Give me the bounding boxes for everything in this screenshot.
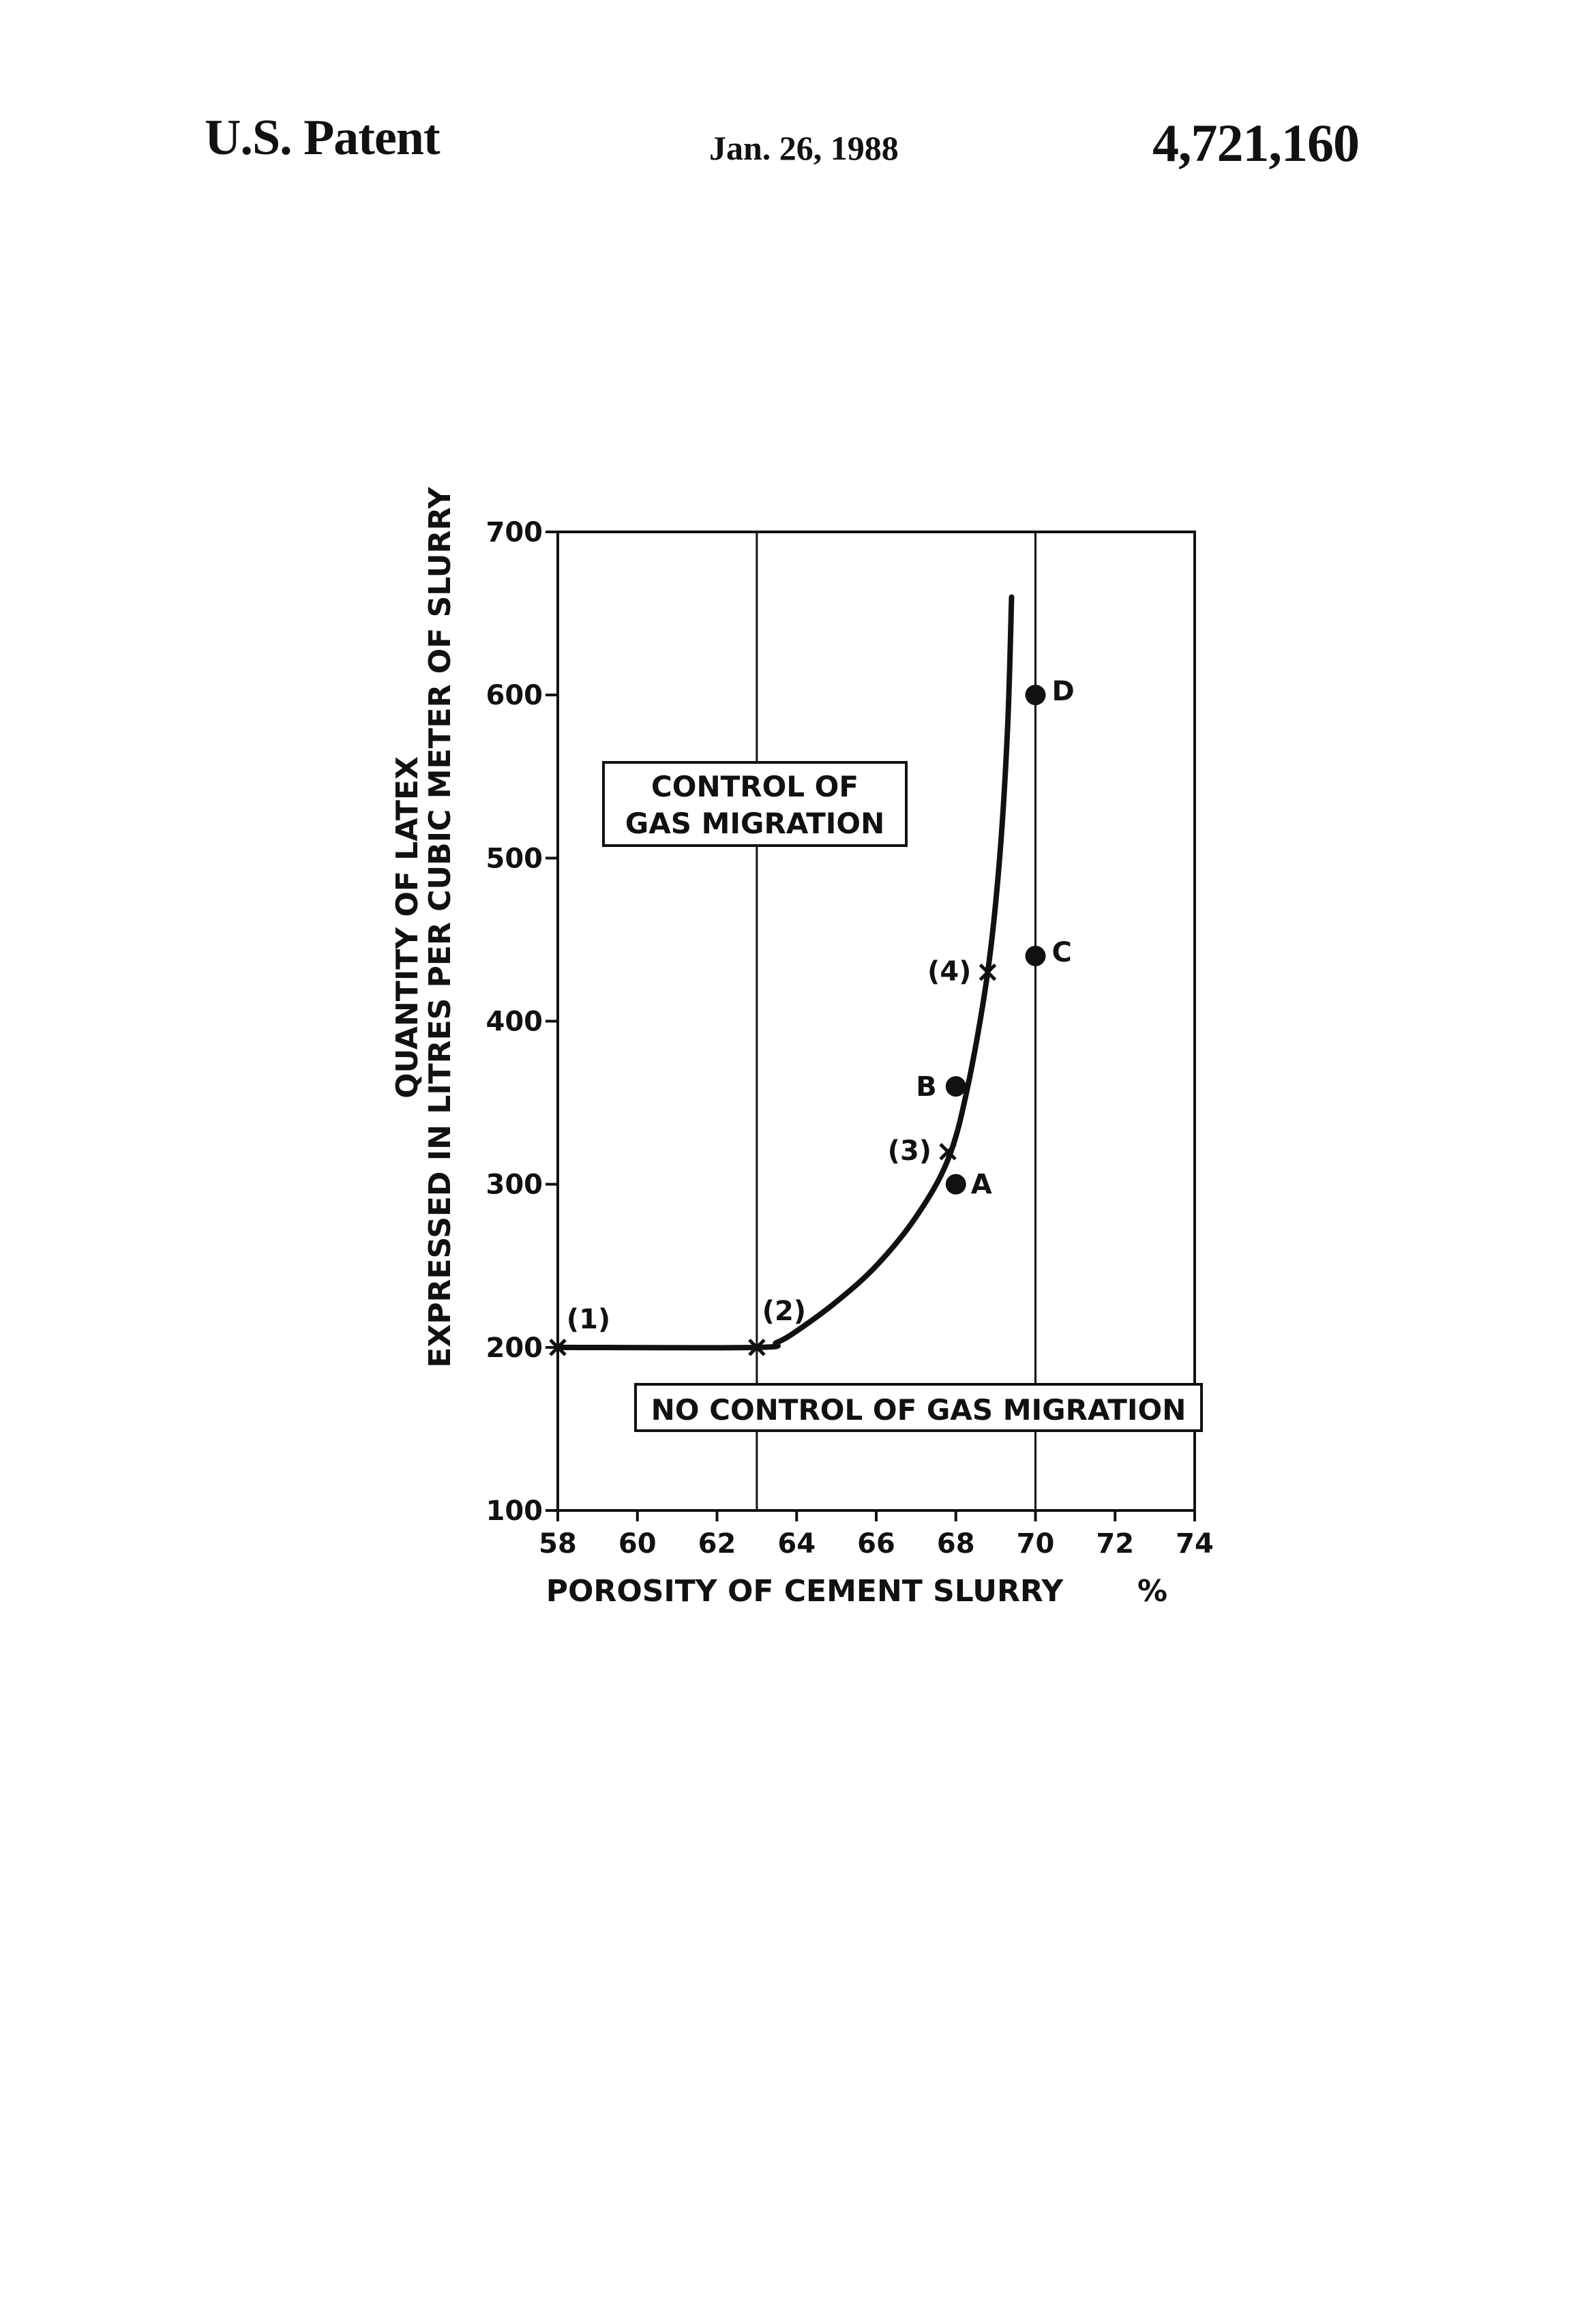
x-marker-label-3: (3) (888, 1135, 931, 1167)
y-tick-label-600: 600 (486, 680, 543, 711)
y-tick-label-100: 100 (486, 1495, 543, 1527)
dot-point-a (946, 1174, 966, 1195)
y-tick-label-500: 500 (486, 843, 543, 874)
x-tick-label-66: 66 (857, 1528, 895, 1560)
x-axis-title: POROSITY OF CEMENT SLURRY (546, 1574, 1064, 1609)
x-marker-label-2: (2) (762, 1296, 806, 1327)
dot-point-label-d: D (1052, 676, 1075, 707)
x-marker-label-1: (1) (567, 1304, 610, 1335)
control-region-label-line2: GAS MIGRATION (625, 807, 884, 840)
control-region-label-line1: CONTROL OF (651, 770, 859, 803)
y-axis-title-line2: EXPRESSED IN LITRES PER CUBIC METER OF S… (423, 486, 458, 1368)
dot-point-b (946, 1076, 966, 1097)
x-tick-label-74: 74 (1176, 1528, 1214, 1560)
x-tick-label-58: 58 (539, 1528, 577, 1560)
dot-point-label-c: C (1052, 937, 1072, 968)
x-marker-label-4: (4) (927, 956, 971, 987)
no-control-region-label: NO CONTROL OF GAS MIGRATION (651, 1393, 1186, 1427)
y-tick-label-300: 300 (486, 1170, 543, 1201)
y-tick-label-200: 200 (486, 1332, 543, 1364)
dot-point-label-a: A (971, 1170, 992, 1201)
x-axis-unit: % (1137, 1574, 1167, 1609)
dot-point-d (1026, 685, 1046, 705)
dot-point-c (1026, 946, 1046, 966)
y-tick-label-400: 400 (486, 1007, 543, 1038)
x-tick-label-70: 70 (1017, 1528, 1055, 1560)
x-tick-label-68: 68 (937, 1528, 975, 1560)
x-tick-label-72: 72 (1096, 1528, 1134, 1560)
y-axis-title-line1: QUANTITY OF LATEX (390, 756, 425, 1099)
plot-frame (558, 532, 1195, 1510)
x-tick-label-62: 62 (698, 1528, 736, 1560)
x-tick-label-60: 60 (618, 1528, 657, 1560)
y-tick-label-700: 700 (486, 517, 543, 548)
dot-point-label-b: B (916, 1071, 937, 1103)
x-tick-label-64: 64 (777, 1528, 816, 1560)
